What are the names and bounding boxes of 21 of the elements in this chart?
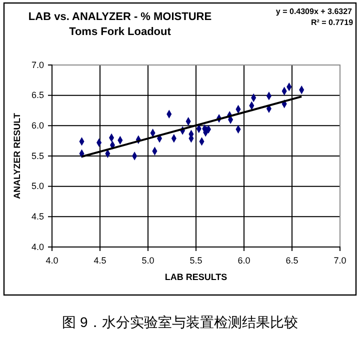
y-tick-label: 4.5 <box>31 212 44 222</box>
y-tick-label: 7.0 <box>31 60 44 70</box>
y-tick-label: 6.5 <box>31 90 44 100</box>
chart-title: LAB vs. ANALYZER - % MOISTURE <box>28 11 212 23</box>
y-tick-label: 4.0 <box>31 242 44 252</box>
text: y = 0.4309x + 3.6327 <box>276 7 353 16</box>
text: R² = 0.7719 <box>310 18 354 27</box>
x-tick-label: 5.0 <box>142 255 154 266</box>
y-tick-label: 5.0 <box>31 181 44 192</box>
x-tick-label: 4.5 <box>94 255 106 266</box>
x-tick-label: 6.5 <box>286 255 298 266</box>
x-axis-title: LAB RESULTS <box>164 272 228 282</box>
y-tick-label: 6.0 <box>31 120 44 131</box>
y-tick-label: 5.5 <box>31 150 44 161</box>
x-tick-label: 4.0 <box>46 255 58 266</box>
y-axis-title: ANALYZER RESULT <box>12 112 22 200</box>
x-tick-label: 5.5 <box>190 255 202 266</box>
x-tick-label: 6.0 <box>238 255 250 266</box>
caption: 图 9．水分实验室与装置检测结果比较 <box>62 314 298 330</box>
chart-subtitle: Toms Fork Loadout <box>69 26 172 38</box>
x-tick-label: 7.0 <box>334 255 346 266</box>
